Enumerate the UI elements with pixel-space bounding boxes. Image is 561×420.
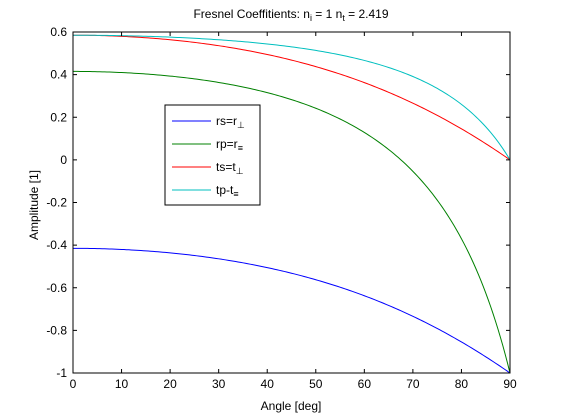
y-tick-label: -0.6 <box>46 281 67 295</box>
y-tick-label: -0.8 <box>46 323 67 337</box>
y-tick-label: 0.4 <box>50 68 67 82</box>
chart-title: Fresnel Coeffitients: ni = 1 nt = 2.419 <box>193 7 388 23</box>
legend-label-3: ts=t⊥ <box>216 160 244 176</box>
y-tick-label: 0.2 <box>50 110 67 124</box>
x-tick-label: 40 <box>261 377 275 391</box>
x-tick-label: 30 <box>212 377 226 391</box>
plot-area <box>73 32 510 373</box>
legend-box <box>164 104 261 206</box>
y-tick-label: -0.4 <box>46 238 67 252</box>
y-axis: -1 -0.8 -0.6 -0.4 -0.2 0 0.2 0.4 0.6 <box>46 25 510 380</box>
series-layer <box>72 34 511 374</box>
series-line-2 <box>73 70 511 374</box>
x-tick-label: 60 <box>358 377 372 391</box>
x-tick-label: 90 <box>503 377 517 391</box>
legend: rs=r⊥ rp=r≡ ts=t⊥ tp-t≡ <box>164 104 261 206</box>
legend-label-4: tp-t≡ <box>216 183 239 199</box>
series-line-3 <box>72 34 511 161</box>
y-tick-label: -1 <box>56 366 67 380</box>
x-axis: 0 10 20 30 40 50 60 70 80 90 <box>70 32 517 391</box>
x-tick-label: 10 <box>115 377 129 391</box>
y-axis-label: Amplitude [1] <box>27 170 41 240</box>
series-line-4 <box>72 34 511 161</box>
x-tick-label: 20 <box>163 377 177 391</box>
legend-label-1: rs=r⊥ <box>216 114 245 130</box>
x-tick-label: 70 <box>406 377 420 391</box>
x-tick-label: 0 <box>70 377 77 391</box>
x-tick-label: 50 <box>309 377 323 391</box>
legend-label-2: rp=r≡ <box>216 137 243 153</box>
series-line-1 <box>73 247 511 374</box>
x-axis-label: Angle [deg] <box>261 399 322 413</box>
y-tick-label: -0.2 <box>46 196 67 210</box>
x-tick-label: 80 <box>455 377 469 391</box>
y-tick-label: 0 <box>60 153 67 167</box>
y-tick-label: 0.6 <box>50 25 67 39</box>
